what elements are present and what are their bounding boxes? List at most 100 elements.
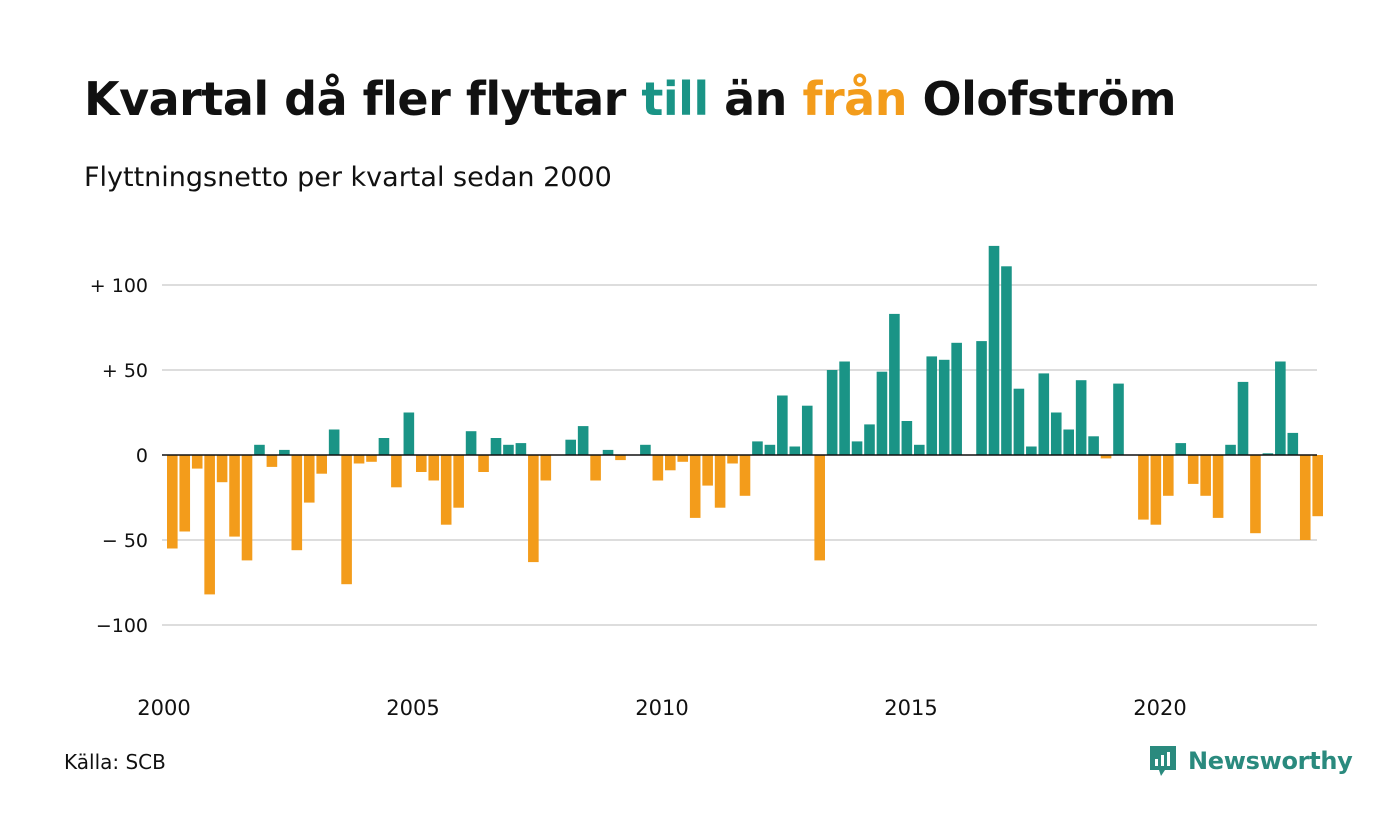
bar: [1150, 455, 1162, 525]
bar: [528, 455, 539, 563]
bar: [328, 429, 340, 455]
bar: [191, 455, 203, 469]
y-tick-label: − 50: [102, 530, 148, 552]
bar: [1138, 455, 1149, 520]
bar: [1250, 455, 1261, 534]
bar: [353, 455, 365, 464]
bar: [727, 455, 738, 464]
title-till-word: till: [641, 72, 709, 126]
y-tick-label: 0: [136, 445, 148, 467]
bar: [764, 444, 776, 455]
bar: [702, 455, 713, 486]
bar: [254, 444, 265, 455]
bar: [1212, 455, 1224, 518]
bar: [988, 245, 1000, 455]
bar: [316, 455, 327, 474]
title-part1: Kvartal då fler flyttar: [84, 72, 642, 126]
bar: [167, 455, 178, 549]
x-tick-label: 2005: [386, 696, 439, 720]
bar: [1001, 266, 1012, 455]
grid-lines: [162, 284, 1317, 626]
bar: [876, 371, 888, 455]
bar: [279, 449, 290, 455]
bar: [640, 444, 651, 455]
bar: [1237, 381, 1249, 455]
bar: [590, 455, 601, 481]
bar: [938, 359, 950, 455]
bar: [689, 455, 701, 518]
bar: [1299, 455, 1311, 540]
bar: [503, 444, 514, 455]
title-part2: än: [708, 72, 803, 126]
bar: [901, 421, 913, 455]
bar: [1063, 429, 1074, 455]
bar: [839, 361, 850, 455]
bar: [1225, 444, 1236, 455]
bar: [665, 455, 676, 471]
x-tick-label: 2000: [137, 696, 190, 720]
bars: [167, 245, 1323, 595]
bar: [416, 455, 427, 472]
bar: [1175, 443, 1187, 455]
x-tick-label: 2010: [635, 696, 688, 720]
bar: [577, 426, 589, 455]
bar: [864, 424, 875, 455]
x-axis-ticks: 2000 2005 2010 2015 2020: [137, 696, 1186, 720]
brand[interactable]: Newsworthy: [1148, 744, 1353, 778]
bar: [615, 455, 626, 461]
chart-title: Kvartal då fler flyttar till än från Olo…: [84, 72, 1177, 126]
bar: [453, 455, 464, 508]
bar: [739, 455, 751, 496]
bar: [752, 441, 763, 455]
bar: [1187, 455, 1199, 484]
bar: [1200, 455, 1211, 496]
y-tick-label: + 50: [102, 360, 148, 382]
bar: [291, 455, 303, 551]
title-part3: Olofström: [906, 72, 1177, 126]
bar: [1275, 361, 1286, 455]
bar: [951, 342, 962, 455]
brand-name: Newsworthy: [1188, 747, 1353, 775]
bar: [266, 455, 278, 467]
bar: [303, 455, 315, 503]
bar: [1075, 380, 1087, 455]
bar: [1163, 455, 1174, 496]
bar: [204, 455, 215, 595]
bar: [1050, 412, 1062, 455]
bar: [241, 455, 253, 561]
bar: [602, 449, 614, 455]
bar: [1262, 453, 1274, 455]
bar: [777, 395, 788, 455]
x-tick-label: 2020: [1133, 696, 1186, 720]
bar: [1100, 455, 1112, 459]
bar: [179, 455, 191, 532]
bar: [851, 441, 863, 455]
bar: [341, 455, 352, 585]
bar: [515, 443, 527, 455]
bar: [1088, 436, 1099, 455]
bar: [540, 455, 552, 481]
x-tick-label: 2015: [884, 696, 937, 720]
chart-subtitle: Flyttningsnetto per kvartal sedan 2000: [84, 162, 612, 193]
bar: [1026, 446, 1037, 455]
bar: [889, 313, 900, 455]
bar: [814, 455, 825, 561]
bar: [229, 455, 240, 537]
bar: [1113, 383, 1124, 455]
bar: [1013, 388, 1025, 455]
bar: [714, 455, 726, 508]
title-fran-word: från: [802, 72, 907, 126]
bar: [801, 405, 813, 455]
bar: [391, 455, 402, 488]
bar: [1038, 373, 1050, 455]
bar: [465, 431, 477, 455]
bar: [926, 356, 938, 455]
y-tick-label: −100: [96, 615, 148, 637]
newsworthy-logo-icon: [1150, 746, 1176, 776]
bar: [1287, 432, 1299, 455]
bar: [478, 455, 489, 472]
bar: [826, 370, 838, 455]
bar: [440, 455, 452, 525]
bar: [428, 455, 440, 481]
